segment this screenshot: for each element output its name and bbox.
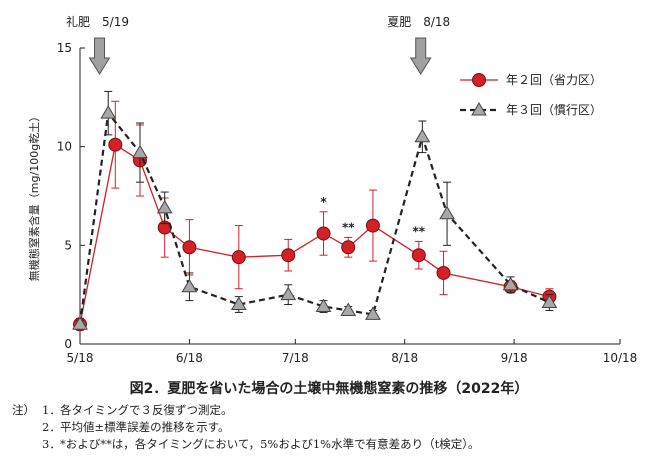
y-tick-label: 10 [57,140,72,154]
data-point [280,286,297,301]
data-point [439,205,455,220]
note-number: 1． [42,403,61,417]
note-text: 各タイミングで３反復ずつ測定。 [60,403,233,417]
legend-marker [471,102,487,116]
note-text: *および**は，各タイミングにおいて，5%および1%水準で有意差あり（t検定）。 [60,437,480,451]
y-tick-label: 5 [64,238,72,252]
series-line [79,143,550,325]
note-item: 注） 1． 各タイミングで３反復ずつ測定。 [12,402,479,419]
note-number: 2． [42,420,61,434]
data-point [340,302,357,316]
y-tick-label: 0 [64,337,72,351]
x-tick-label: 9/18 [501,351,528,365]
note-item: 3． *および**は，各タイミングにおいて，5%および1%水準で有意差あり（t検… [12,436,479,453]
data-point [156,199,173,214]
legend-label: 年２回（省力区） [506,73,602,87]
legend-marker [472,73,486,87]
data-point [182,240,197,255]
significance-mark: ** [342,220,355,234]
data-point [132,144,148,159]
y-axis-label: 無機態窒素含量（mg/100g乾土） [27,111,41,281]
x-tick-label: 7/18 [282,351,309,365]
data-point [72,316,88,330]
data-point [411,248,426,263]
fertilizer-label: 夏肥 8/18 [387,15,450,29]
x-tick-label: 10/18 [603,351,638,365]
data-point [541,294,558,309]
note-number: 3． [42,437,61,451]
note-item: 2． 平均値±標準誤差の推移を示す。 [12,419,479,436]
significance-mark: ** [413,224,426,238]
data-point [365,218,380,233]
notes-prefix: 注） [12,403,35,417]
figure-caption: 図2．夏肥を省いた場合の土壌中無機態窒素の推移（2022年） [129,381,529,397]
x-tick-label: 5/18 [67,351,94,365]
data-point [230,296,247,311]
down-arrow-icon [409,37,432,75]
series-line [78,110,550,325]
data-point [502,276,519,291]
data-point [365,306,381,320]
data-point [281,248,296,263]
data-point [315,298,332,313]
data-point [316,226,331,241]
fertilizer-label: 礼肥 5/19 [66,14,129,29]
data-point [231,250,246,265]
data-point [436,265,451,280]
significance-mark: * [320,195,327,209]
x-tick-label: 8/18 [391,351,418,365]
data-point [341,240,356,255]
data-point [181,278,198,293]
y-tick-label: 15 [57,41,72,55]
data-point [100,105,117,119]
note-text: 平均値±標準誤差の推移を示す。 [60,420,230,434]
data-point [108,137,123,152]
legend-label: 年３回（慣行区） [506,102,602,117]
x-tick-label: 6/18 [176,351,203,365]
down-arrow-icon [88,37,111,75]
chart: 0 5 10 15 5/18 6/18 7/18 8/18 9/18 10/18 無機態窒素含量（m… [27,14,638,365]
notes: 注） 1． 各タイミングで３反復ずつ測定。 2． 平均値±標準誤差の推移を示す。… [12,402,479,453]
data-point [414,128,431,143]
